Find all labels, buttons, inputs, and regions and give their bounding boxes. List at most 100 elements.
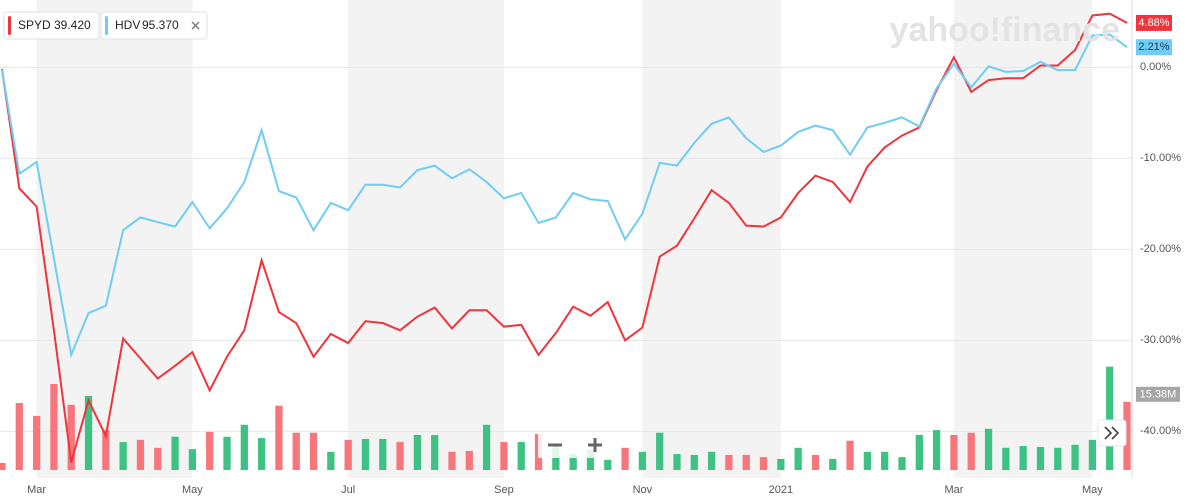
volume-bar [932,430,941,470]
volume [0,366,1131,470]
month-bands [36,0,1093,478]
legend-price: 39.420 [54,18,91,32]
volume-bar [915,434,923,470]
scroll-icon [1104,426,1120,440]
volume-bar [656,432,664,470]
volume-bar [379,438,387,470]
volume-bar [725,454,733,470]
volume-bar [950,434,958,470]
x-tick-label: Mar [944,484,963,496]
zoom-controls [538,419,1127,458]
volume-bar [759,457,768,470]
volume-bar [846,440,854,470]
volume-bar [257,438,266,470]
volume-bar [482,424,491,470]
legend-price: 95.370 [142,18,179,32]
end-label-bg [1136,14,1172,31]
volume-bar [673,454,681,470]
volume-bar [67,404,75,470]
legend-name: HDV [115,18,140,32]
volume-bar [604,459,612,470]
volume-bar [1123,401,1131,470]
volume-bar [621,447,629,470]
volume-bar [552,446,560,470]
legend-chip [3,11,100,40]
volume-bar [275,405,283,470]
volume-bar [829,458,837,470]
volume-bar [1054,447,1062,470]
volume-bar [1088,439,1097,470]
volume-bar [102,430,110,470]
volume-bar [0,462,6,470]
legend-remove[interactable] [191,21,200,30]
x-tick-label: May [1082,484,1103,496]
y-tick-label: -40.00% [1140,425,1181,437]
volume-bar [690,454,698,470]
volume-bar [1036,446,1045,470]
volume-bar [431,434,439,470]
volume-bar [50,383,58,470]
volume-bar [1106,366,1114,470]
volume-bar [206,431,214,470]
volume-bar [1002,447,1010,470]
legend-name: SPYD [18,18,51,32]
volume-bar [240,424,248,470]
volume-bar [881,451,889,470]
volume-bar [1019,446,1027,470]
volume-bar [742,454,750,470]
x-tick-label: Jul [341,484,355,496]
end-label: 2.21% [1138,41,1169,53]
volume-bar [794,447,802,470]
volume-bar [1071,444,1079,470]
end-label: 4.88% [1138,17,1169,29]
shaded-band [642,0,781,478]
volume-bar [465,450,473,470]
volume-bar [586,450,595,470]
legend-swatch [105,16,108,35]
volume-bar [863,451,872,470]
volume-bar [327,451,335,470]
volume-label-bg [1136,386,1180,402]
shaded-band [348,0,504,478]
volume-bar [119,442,127,470]
lines [1,12,1128,463]
volume-bar [413,434,422,470]
volume-bar [136,439,145,470]
volume-bar [967,432,975,470]
volume-bar [396,442,404,470]
legend: SPYD 39.420 HDV 95.370 [3,11,208,40]
shaded-band [36,0,193,478]
volume-bar [154,447,162,470]
volume-bar [898,457,906,470]
volume-bar [777,458,785,470]
volume-bar [292,432,300,470]
volume-bar [344,439,352,470]
y-tick-label: -20.00% [1140,243,1181,255]
volume-bar [811,454,820,470]
volume-bar [188,449,197,470]
volume-bar [517,442,525,470]
end-label-bg [1136,39,1172,56]
volume-bar [984,428,993,470]
grid [0,66,1132,432]
brand-logo: yahoo!finance [890,11,1120,49]
y-tick-label: -30.00% [1140,334,1181,346]
y-tick-label: -10.00% [1140,152,1181,164]
volume-bar [500,442,508,470]
volume-label: 15.38M [1140,389,1177,401]
volume-bar [32,415,41,470]
volume-bar [569,454,577,470]
volume-bar [309,432,318,470]
volume-bar [361,438,370,470]
series-line [1,33,1128,359]
volume-bar [223,436,231,470]
volume-bar [707,451,716,470]
volume-bar [84,395,93,470]
x-tick-label: May [182,484,203,496]
legend-swatch [8,16,11,35]
x-tick-label: Sep [494,484,514,496]
volume-bar [638,451,647,470]
x-tick-label: Mar [27,484,46,496]
y-tick-label: 0.00% [1140,61,1171,73]
